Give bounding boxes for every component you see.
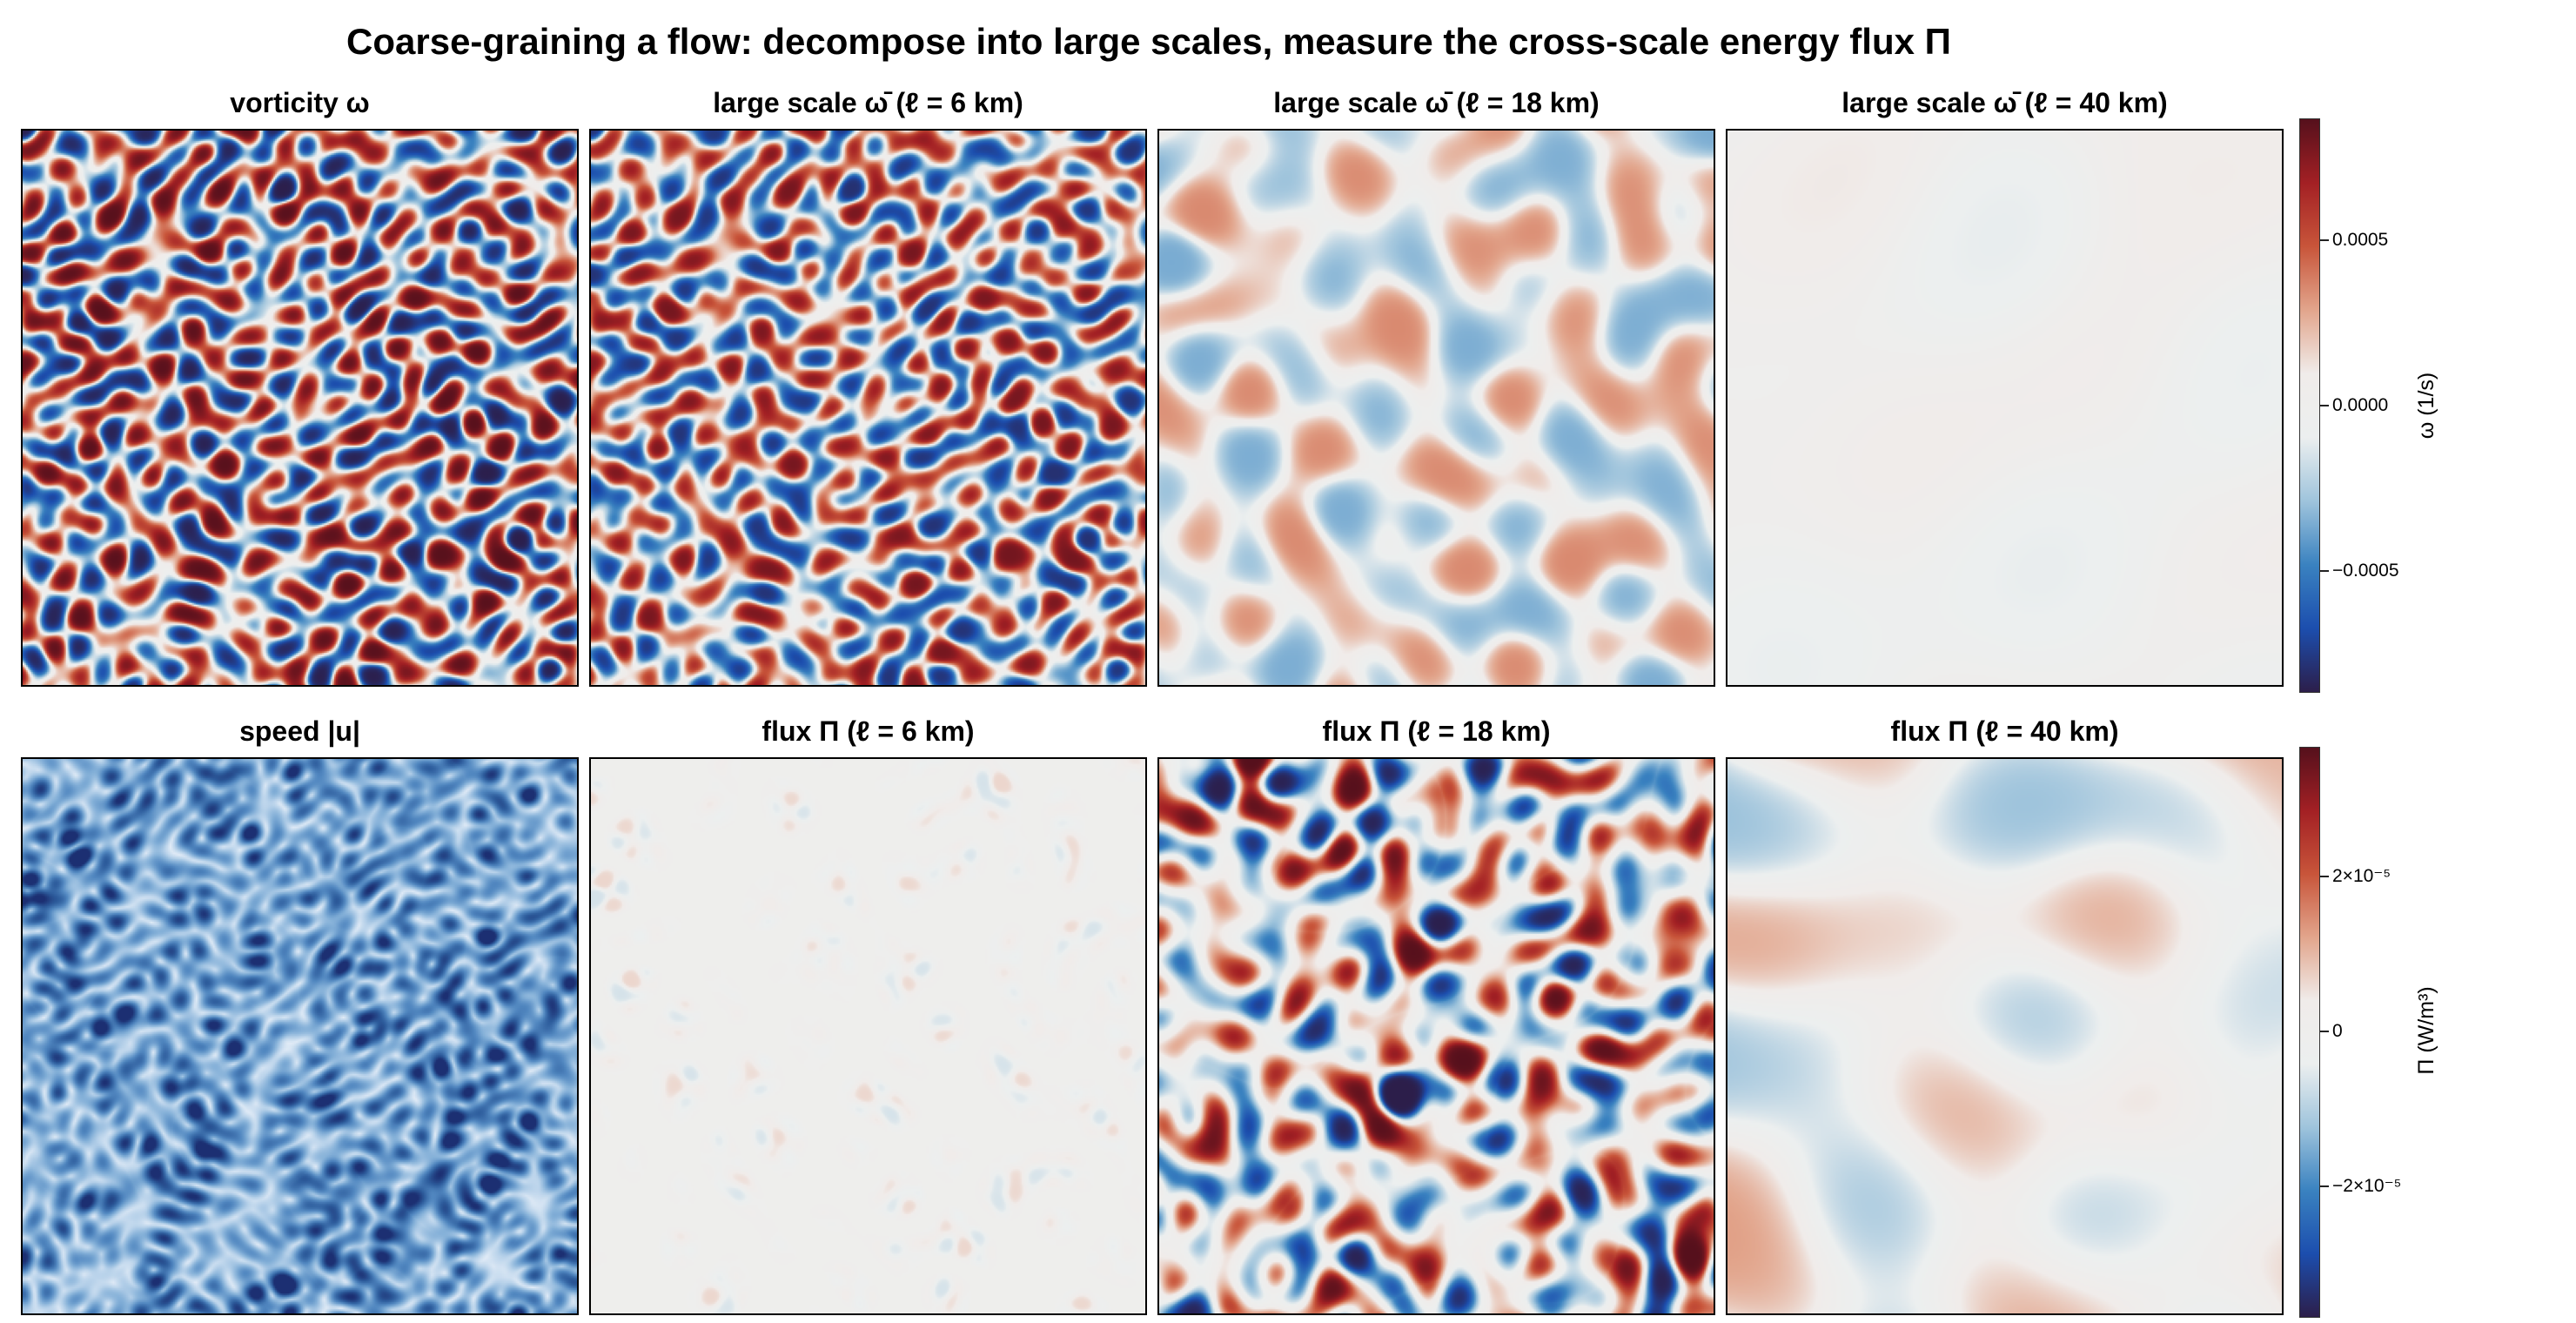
heatmap-large-scale-18km (1157, 129, 1715, 687)
panel-large-scale-18km: large scale ω̄ (ℓ = 18 km) (1157, 87, 1715, 687)
heatmap-large-scale-40km (1726, 129, 2284, 687)
colorbar-tick-label: −2×10⁻⁵ (2332, 1176, 2402, 1196)
colorbar-tick (2320, 570, 2329, 572)
panel-flux-18km: flux Π (ℓ = 18 km) (1157, 715, 1715, 1315)
colorbar-gradient (2299, 118, 2320, 693)
colorbar-tick (2320, 239, 2329, 241)
colorbar-vorticity: 0.0005 0.0000 −0.0005 ω (1/s) (2299, 118, 2473, 693)
colorbar-gradient (2299, 747, 2320, 1318)
heatmap-speed (21, 757, 579, 1315)
heatmap-large-scale-6km (589, 129, 1147, 687)
panel-flux-40km: flux Π (ℓ = 40 km) (1726, 715, 2284, 1315)
panel-speed: speed |u| (21, 715, 579, 1315)
panel-title: vorticity ω (230, 87, 370, 118)
panel-title: large scale ω̄ (ℓ = 6 km) (713, 87, 1023, 118)
colorbar-tick (2320, 405, 2329, 406)
figure-title: Coarse-graining a flow: decompose into l… (346, 21, 1951, 62)
heatmap-flux-18km (1157, 757, 1715, 1315)
panel-flux-6km: flux Π (ℓ = 6 km) (589, 715, 1147, 1315)
panel-title: flux Π (ℓ = 18 km) (1322, 715, 1551, 747)
panel-large-scale-40km: large scale ω̄ (ℓ = 40 km) (1726, 87, 2284, 687)
colorbar-axis-label: Π (W/m³) (2414, 986, 2438, 1075)
colorbar-tick-label: 0.0000 (2332, 395, 2389, 415)
panel-title: large scale ω̄ (ℓ = 18 km) (1273, 87, 1600, 118)
panel-title: flux Π (ℓ = 6 km) (761, 715, 975, 747)
colorbar-tick (2320, 1185, 2329, 1187)
colorbar-tick-label: 0 (2332, 1021, 2343, 1041)
panel-title: flux Π (ℓ = 40 km) (1890, 715, 2119, 747)
colorbar-tick-label: 0.0005 (2332, 230, 2389, 250)
colorbar-tick (2320, 1031, 2329, 1032)
colorbar-tick-label: 2×10⁻⁵ (2332, 866, 2392, 886)
heatmap-flux-6km (589, 757, 1147, 1315)
panel-large-scale-6km: large scale ω̄ (ℓ = 6 km) (589, 87, 1147, 687)
heatmap-flux-40km (1726, 757, 2284, 1315)
colorbar-tick-label: −0.0005 (2332, 561, 2399, 581)
panel-title: large scale ω̄ (ℓ = 40 km) (1841, 87, 2168, 118)
panel-title: speed |u| (239, 715, 360, 747)
colorbar-tick (2320, 876, 2329, 877)
panel-vorticity: vorticity ω (21, 87, 579, 687)
heatmap-vorticity (21, 129, 579, 687)
colorbar-axis-label: ω (1/s) (2414, 372, 2438, 440)
colorbar-flux: 2×10⁻⁵ 0 −2×10⁻⁵ Π (W/m³) (2299, 747, 2473, 1321)
